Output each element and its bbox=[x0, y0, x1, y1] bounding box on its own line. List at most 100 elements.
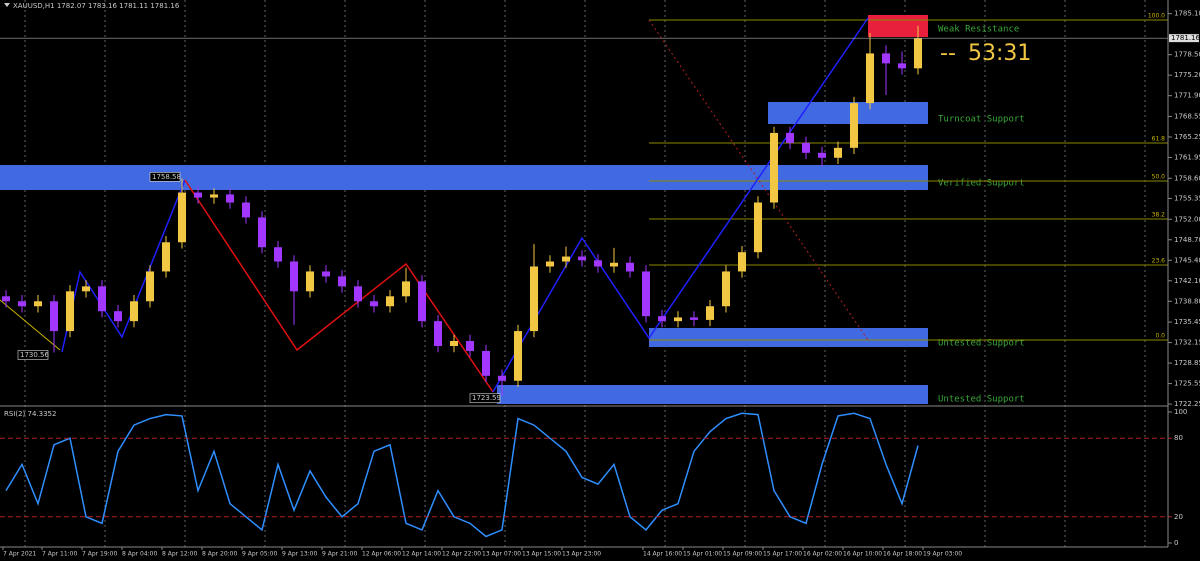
candle-body bbox=[162, 242, 170, 272]
candle-body bbox=[370, 301, 378, 307]
x-tick-label: 14 Apr 16:00 bbox=[643, 551, 682, 558]
y-tick-label: 1735.45 bbox=[1174, 318, 1200, 326]
current-price-label: 1781.16 bbox=[1171, 34, 1200, 42]
y-tick-label: 1778.50 bbox=[1174, 51, 1200, 59]
candle-body bbox=[290, 261, 298, 292]
candle-body bbox=[482, 350, 490, 376]
price-label-box bbox=[17, 350, 49, 360]
x-tick-label: 15 Apr 17:00 bbox=[763, 551, 802, 558]
candle-body bbox=[338, 276, 346, 287]
candle-body bbox=[770, 132, 778, 203]
candle-body bbox=[706, 306, 714, 320]
x-tick-label: 13 Apr 15:00 bbox=[522, 551, 561, 558]
candle-body bbox=[834, 147, 842, 158]
candle-body bbox=[642, 271, 650, 317]
candle-body bbox=[114, 311, 122, 322]
candle-body bbox=[610, 262, 618, 267]
fib-label: 50.0 bbox=[1152, 174, 1166, 181]
y-tick-label: 1745.40 bbox=[1174, 256, 1200, 264]
zone bbox=[649, 328, 928, 347]
x-tick-label: 16 Apr 10:00 bbox=[843, 551, 882, 558]
candle-body bbox=[178, 192, 186, 243]
zigzag-down bbox=[184, 179, 494, 393]
candle-body bbox=[274, 247, 282, 262]
candle-body bbox=[690, 317, 698, 320]
candle-body bbox=[418, 281, 426, 322]
rsi-tick-label: 0 bbox=[1174, 539, 1178, 547]
x-tick-label: 12 Apr 06:00 bbox=[362, 551, 401, 558]
zone bbox=[0, 165, 928, 190]
candle-body bbox=[546, 261, 554, 267]
candle-body bbox=[786, 132, 794, 143]
candle-body bbox=[450, 341, 458, 346]
candle-body bbox=[562, 256, 570, 262]
candle-body bbox=[578, 256, 586, 261]
y-tick-label: 1725.55 bbox=[1174, 380, 1200, 388]
x-tick-label: 8 Apr 12:00 bbox=[162, 551, 197, 558]
labels: 1785.10 1778.50 1775.20 1771.90 1768.55 1765.… bbox=[0, 10, 1200, 558]
x-tick-label: 15 Apr 01:00 bbox=[683, 551, 722, 558]
x-tick-label: 19 Apr 03:00 bbox=[923, 551, 962, 558]
zone-label: Untested Support bbox=[938, 339, 1025, 349]
candle-body bbox=[34, 301, 42, 307]
candle-body bbox=[210, 194, 218, 198]
candle-body bbox=[466, 341, 474, 351]
rsi-line bbox=[5, 412, 919, 538]
x-tick-label: 7 Apr 2021 bbox=[3, 551, 36, 558]
rsi-title: RSI(2) 74.3352 bbox=[4, 410, 56, 418]
dropdown-icon[interactable] bbox=[4, 3, 10, 7]
candle-body bbox=[498, 375, 506, 381]
fib-label: 0.0 bbox=[1155, 333, 1165, 340]
x-tick-label: 7 Apr 19:00 bbox=[82, 551, 117, 558]
candle-body bbox=[386, 296, 394, 307]
candle-body bbox=[18, 301, 26, 307]
candles bbox=[2, 25, 922, 538]
candle-body bbox=[514, 331, 522, 381]
candle-body bbox=[402, 281, 410, 297]
timer: 53:31 bbox=[968, 41, 1031, 66]
y-tick-label: 1768.55 bbox=[1174, 112, 1200, 120]
zone-label: Untested Support bbox=[938, 395, 1025, 405]
candle-body bbox=[226, 194, 234, 203]
candle-body bbox=[194, 192, 202, 198]
candle-body bbox=[802, 142, 810, 153]
fib-label: 61.8 bbox=[1152, 136, 1166, 143]
y-tick-label: 1732.15 bbox=[1174, 339, 1200, 347]
candle-body bbox=[354, 286, 362, 302]
candle-body bbox=[66, 291, 74, 332]
fib-label: 23.6 bbox=[1152, 258, 1166, 265]
current-price-box bbox=[1169, 34, 1199, 43]
fib-label: 38.2 bbox=[1152, 212, 1166, 219]
candle-body bbox=[882, 53, 890, 64]
zone-label: Turncoat Support bbox=[938, 115, 1025, 125]
x-tick-label: 13 Apr 07:00 bbox=[482, 551, 521, 558]
x-tick-label: 9 Apr 05:00 bbox=[242, 551, 277, 558]
timer-prefix: -- bbox=[940, 41, 956, 66]
x-tick-label: 8 Apr 04:00 bbox=[122, 551, 157, 558]
candle-body bbox=[594, 260, 602, 267]
price-label: 1730.56 bbox=[20, 351, 49, 359]
price-label-box bbox=[149, 172, 181, 182]
candle-body bbox=[98, 286, 106, 312]
candle-body bbox=[626, 262, 634, 272]
candle-body bbox=[322, 271, 330, 277]
y-tick-label: 1765.25 bbox=[1174, 133, 1200, 141]
zone bbox=[868, 15, 928, 37]
y-tick-label: 1748.70 bbox=[1174, 236, 1200, 244]
candle-body bbox=[306, 271, 314, 292]
candle-body bbox=[242, 202, 250, 218]
candle-body bbox=[434, 321, 442, 346]
x-tick-label: 7 Apr 11:00 bbox=[42, 551, 77, 558]
candle-body bbox=[914, 38, 922, 69]
x-tick-label: 12 Apr 14:00 bbox=[402, 551, 441, 558]
x-tick-label: 9 Apr 13:00 bbox=[282, 551, 317, 558]
x-tick-label: 13 Apr 23:00 bbox=[562, 551, 601, 558]
x-tick-label: 15 Apr 09:00 bbox=[723, 551, 762, 558]
y-tick-label: 1785.10 bbox=[1174, 10, 1200, 18]
y-tick-label: 1752.00 bbox=[1174, 215, 1200, 223]
grid bbox=[24, 0, 1146, 547]
candle-body bbox=[258, 217, 266, 248]
y-tick-label: 1775.20 bbox=[1174, 71, 1200, 79]
y-tick-label: 1771.90 bbox=[1174, 92, 1200, 100]
